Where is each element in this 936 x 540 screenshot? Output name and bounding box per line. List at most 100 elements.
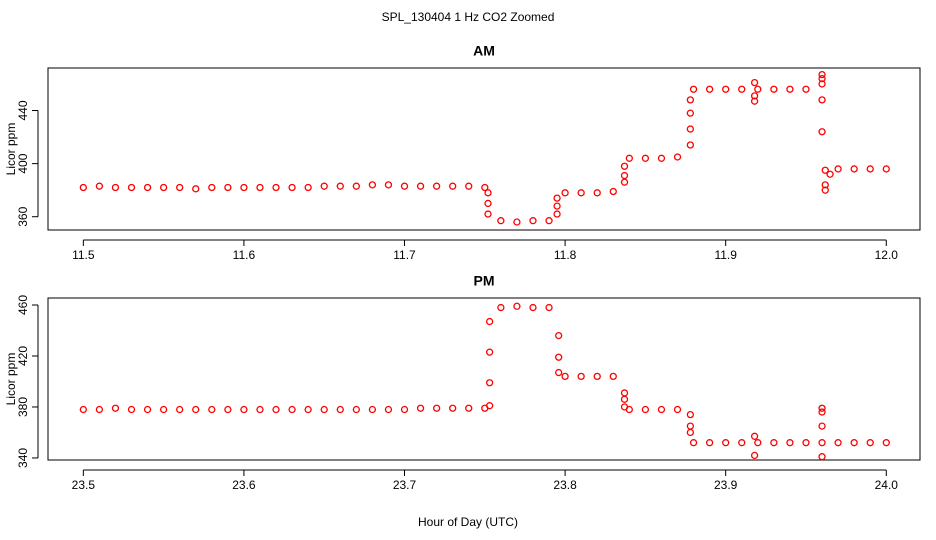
data-point bbox=[143, 405, 152, 414]
data-point bbox=[432, 404, 441, 412]
data-point bbox=[127, 405, 136, 414]
data-point bbox=[609, 187, 617, 196]
data-point bbox=[625, 154, 633, 162]
y-axis-label: Licor ppm bbox=[4, 353, 18, 406]
data-point bbox=[818, 439, 826, 447]
data-point bbox=[754, 85, 762, 93]
data-point bbox=[705, 85, 714, 93]
data-point bbox=[686, 109, 695, 117]
data-point bbox=[400, 405, 409, 414]
data-point bbox=[529, 303, 537, 312]
data-point bbox=[673, 405, 682, 414]
data-point bbox=[465, 404, 473, 412]
data-point bbox=[738, 85, 746, 93]
data-point bbox=[821, 186, 829, 194]
x-tick-label: 23.9 bbox=[714, 478, 738, 492]
data-point bbox=[620, 162, 629, 170]
data-point bbox=[834, 439, 842, 447]
data-point bbox=[336, 405, 344, 414]
data-point bbox=[620, 178, 629, 186]
data-point bbox=[689, 439, 698, 447]
data-point bbox=[866, 165, 874, 173]
data-point bbox=[882, 439, 890, 447]
data-point bbox=[821, 181, 829, 189]
data-point bbox=[111, 404, 120, 412]
data-point bbox=[79, 405, 87, 414]
data-point bbox=[224, 183, 232, 192]
data-point bbox=[465, 182, 473, 190]
y-tick-label: 440 bbox=[16, 100, 30, 120]
data-point bbox=[722, 439, 730, 447]
data-point bbox=[272, 183, 280, 192]
data-point bbox=[484, 199, 492, 208]
data-point bbox=[802, 85, 810, 93]
data-point bbox=[750, 78, 759, 87]
data-point bbox=[786, 439, 794, 447]
data-point bbox=[673, 153, 682, 161]
data-point bbox=[770, 85, 778, 93]
data-point bbox=[513, 218, 521, 226]
page-title: SPL_130404 1 Hz CO2 Zoomed bbox=[382, 10, 555, 24]
data-point bbox=[513, 302, 521, 310]
data-point bbox=[818, 96, 826, 104]
x-tick-label: 23.5 bbox=[72, 478, 96, 492]
data-point bbox=[754, 439, 762, 447]
data-point bbox=[79, 183, 87, 192]
data-point bbox=[192, 185, 200, 193]
data-point bbox=[384, 181, 393, 189]
data-point bbox=[485, 402, 494, 410]
data-point bbox=[686, 410, 695, 419]
data-point bbox=[240, 183, 248, 192]
x-tick-label: 24.0 bbox=[875, 478, 899, 492]
data-point bbox=[686, 125, 695, 133]
data-point bbox=[786, 85, 794, 93]
data-point bbox=[224, 405, 232, 414]
data-point bbox=[449, 182, 457, 190]
data-point bbox=[159, 183, 168, 192]
data-point bbox=[256, 405, 264, 414]
data-point bbox=[256, 183, 264, 192]
data-point bbox=[625, 405, 633, 414]
data-point bbox=[641, 154, 650, 162]
y-tick-label: 360 bbox=[16, 206, 30, 226]
data-point bbox=[484, 210, 492, 218]
y-tick-label: 460 bbox=[16, 295, 30, 315]
data-point bbox=[529, 217, 537, 225]
data-point bbox=[449, 404, 457, 412]
data-point bbox=[384, 405, 393, 414]
data-point bbox=[240, 405, 248, 414]
data-point bbox=[866, 439, 874, 447]
data-point bbox=[484, 189, 492, 197]
data-point bbox=[641, 405, 650, 414]
data-point bbox=[750, 92, 759, 100]
x-tick-label: 11.9 bbox=[714, 248, 737, 262]
data-point bbox=[818, 70, 826, 79]
data-point bbox=[192, 405, 200, 414]
x-tick-label: 23.8 bbox=[553, 478, 577, 492]
data-point bbox=[352, 182, 360, 190]
data-point bbox=[497, 217, 505, 225]
data-point bbox=[818, 80, 826, 88]
data-point bbox=[485, 317, 494, 326]
data-point bbox=[208, 183, 216, 192]
data-point bbox=[834, 165, 842, 173]
x-axis-label: Hour of Day (UTC) bbox=[418, 515, 518, 529]
data-point bbox=[882, 165, 890, 173]
y-tick-label: 400 bbox=[16, 153, 30, 173]
data-point bbox=[657, 405, 666, 414]
data-point bbox=[705, 439, 714, 447]
data-point bbox=[577, 372, 585, 381]
data-point bbox=[686, 141, 695, 149]
data-point bbox=[850, 165, 858, 173]
x-tick-label: 23.6 bbox=[232, 478, 256, 492]
x-tick-label: 12.0 bbox=[875, 248, 899, 262]
data-point bbox=[561, 189, 569, 197]
x-tick-label: 11.8 bbox=[554, 248, 577, 262]
data-point bbox=[159, 405, 168, 414]
data-point bbox=[818, 128, 826, 136]
data-point bbox=[352, 405, 360, 414]
data-point bbox=[176, 405, 184, 414]
data-point bbox=[577, 189, 585, 197]
data-point bbox=[304, 183, 312, 192]
